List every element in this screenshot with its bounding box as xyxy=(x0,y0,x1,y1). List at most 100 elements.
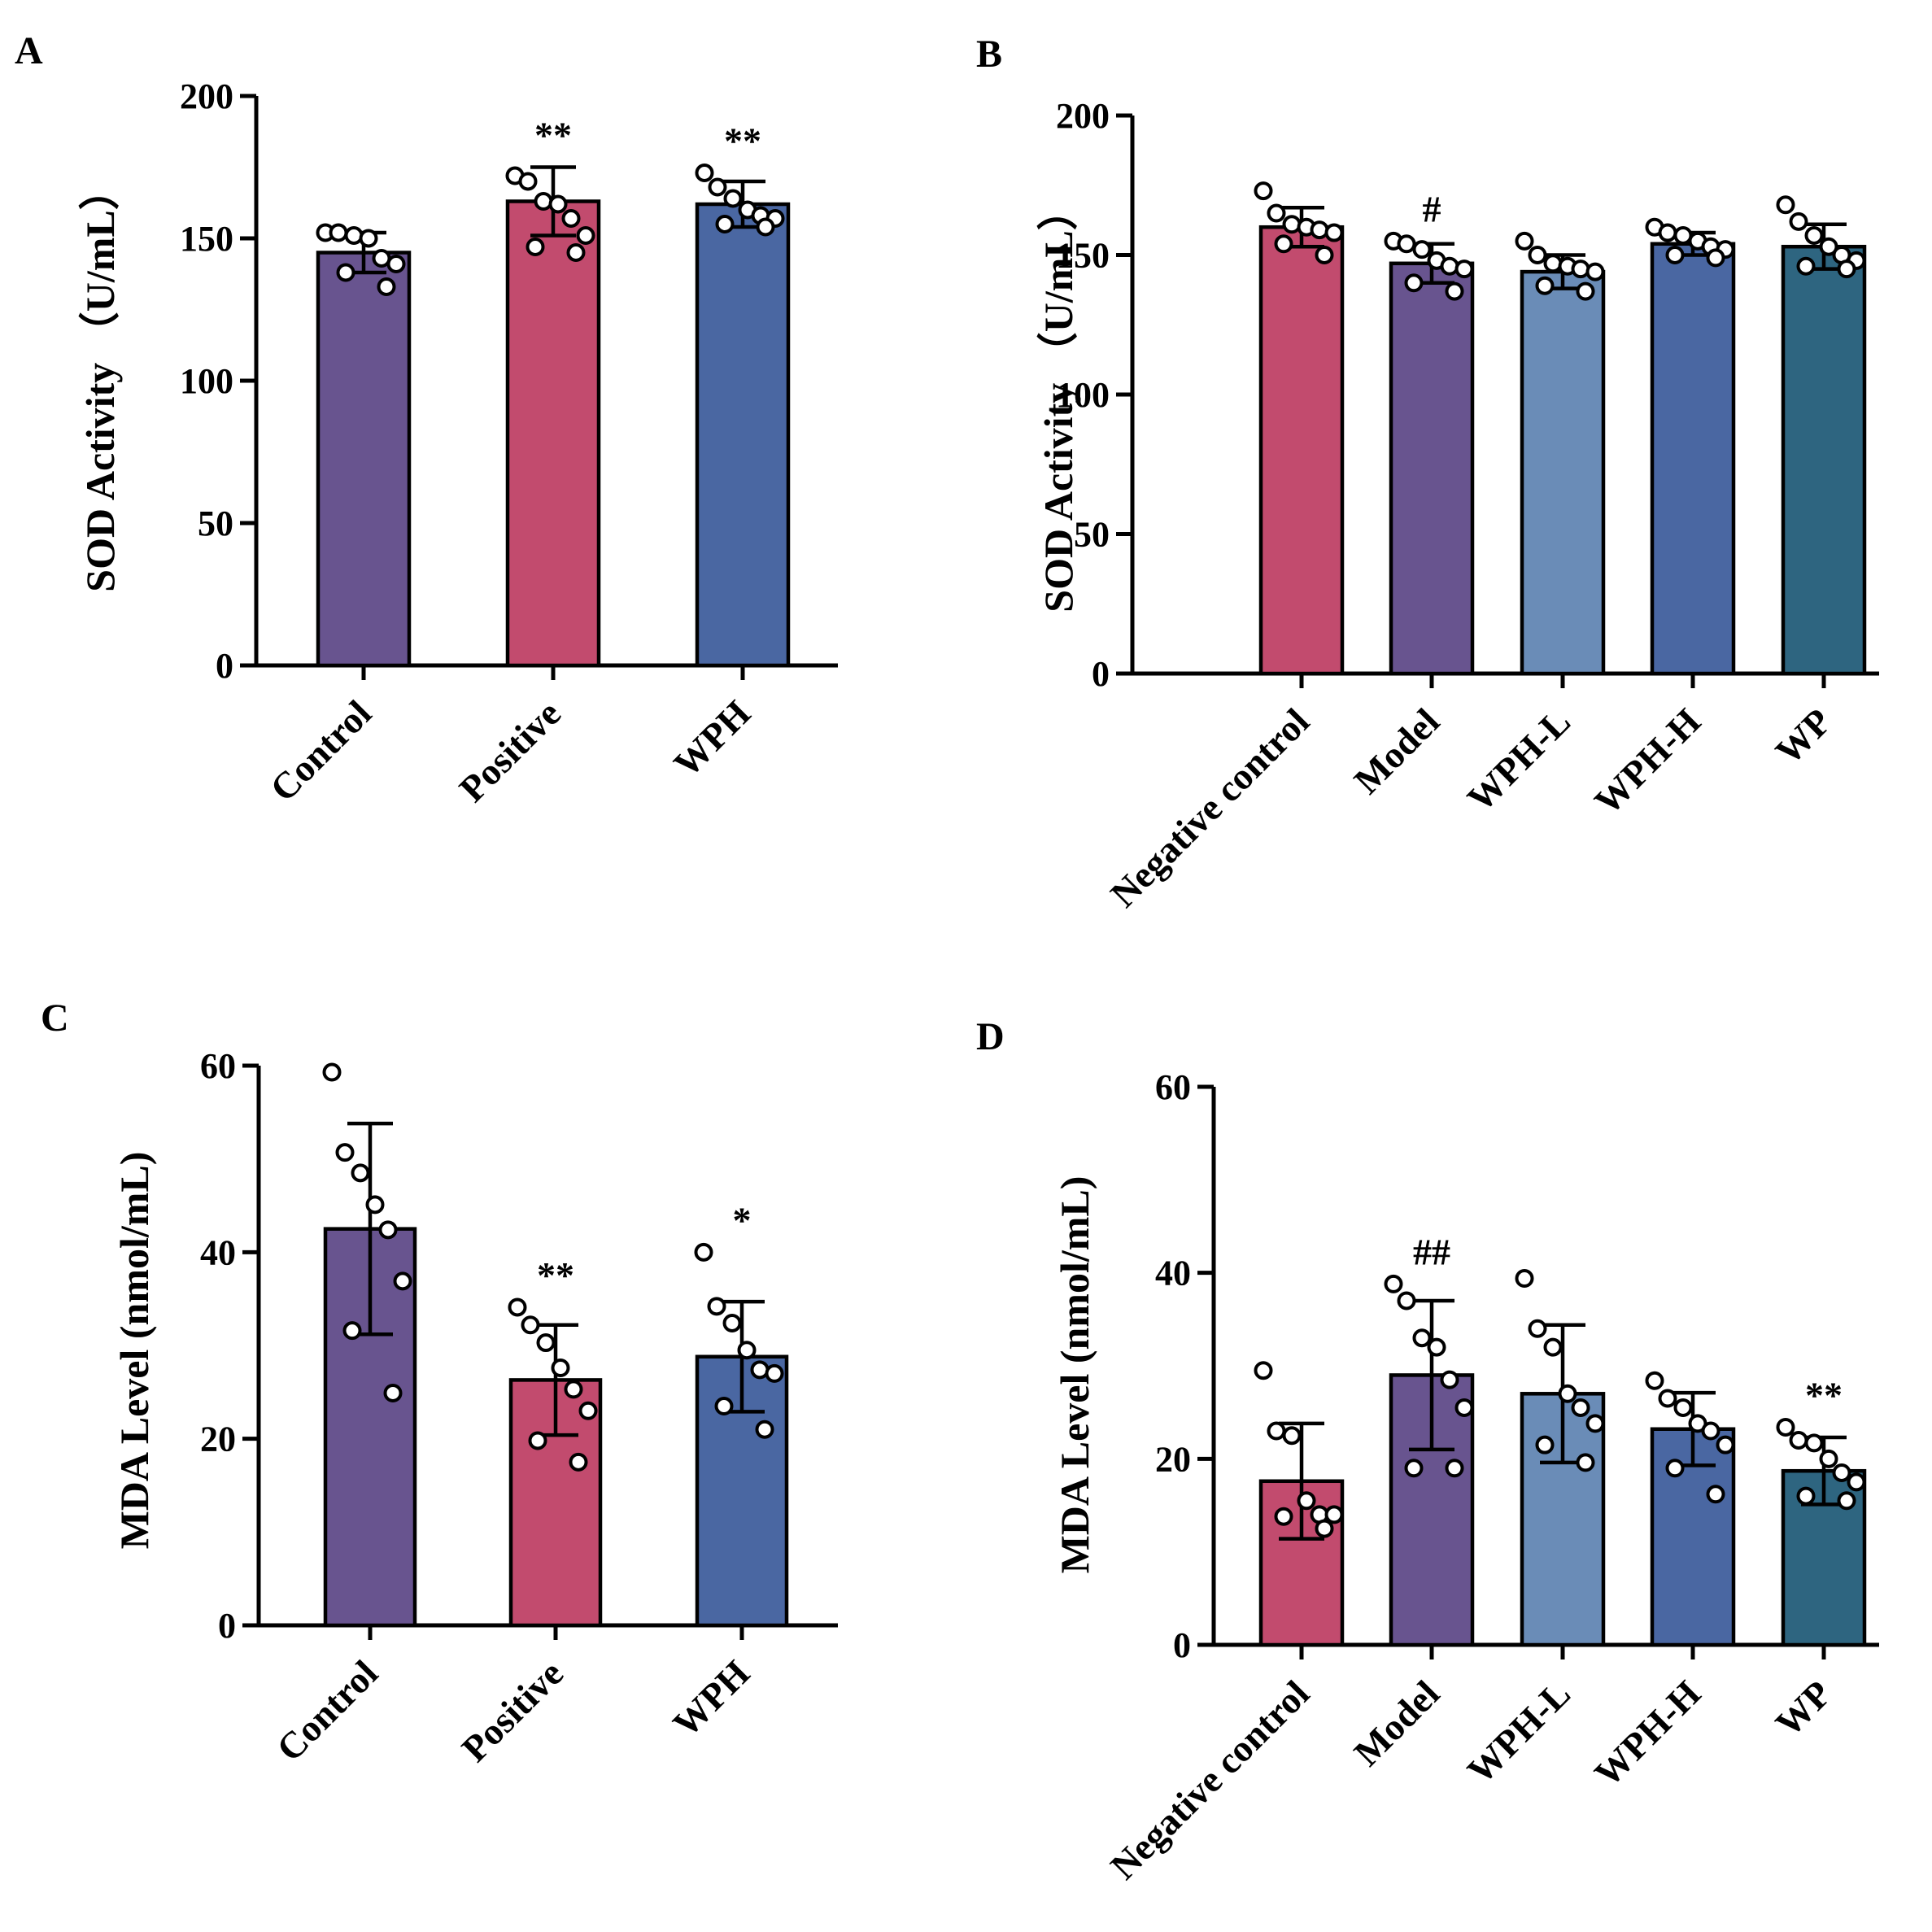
y-tick-label-a: 100 xyxy=(180,361,233,401)
y-tick-label-c: 20 xyxy=(200,1420,236,1459)
data-point-b xyxy=(1267,203,1286,223)
data-point-c xyxy=(564,1380,583,1399)
significance-label-d: ** xyxy=(1805,1374,1843,1415)
y-tick-label-b: 0 xyxy=(1092,654,1110,694)
data-point-b xyxy=(1665,246,1685,264)
data-point-a xyxy=(518,172,538,191)
y-tick-label-b: 50 xyxy=(1074,515,1110,555)
y-axis-title-c: MDA Level (nmol/mL) xyxy=(111,1152,157,1550)
y-tick-label-b: 100 xyxy=(1056,375,1110,415)
data-point-d xyxy=(1658,1389,1677,1408)
y-tick-label-d: 40 xyxy=(1155,1254,1191,1293)
data-point-d xyxy=(1397,1291,1416,1311)
category-label-a: WPH xyxy=(665,692,758,785)
data-point-a xyxy=(548,194,568,214)
data-point-d xyxy=(1804,1433,1824,1453)
data-point-d xyxy=(1282,1426,1302,1446)
data-point-c xyxy=(383,1383,403,1402)
data-point-b xyxy=(1528,246,1547,264)
panel-letter-b: B xyxy=(976,33,1002,76)
category-label-c: WPH xyxy=(665,1652,757,1745)
data-point-d xyxy=(1837,1491,1856,1511)
data-point-b xyxy=(1315,246,1334,264)
data-point-d xyxy=(1535,1435,1555,1454)
category-label-c: Positive xyxy=(454,1652,571,1769)
chart-panel-b: 0 50 100 150 200 SOD Activity （U/mL） Negative … xyxy=(1036,96,1879,915)
category-label-b: WPH-H xyxy=(1586,700,1708,822)
data-point-a xyxy=(377,277,396,296)
bar-a xyxy=(316,251,412,668)
significance-label-c: * xyxy=(733,1199,752,1241)
data-point-b xyxy=(1404,273,1424,293)
data-point-b xyxy=(1796,256,1816,276)
data-point-b xyxy=(1535,276,1555,295)
data-point-a xyxy=(695,164,714,182)
data-point-a xyxy=(756,217,775,237)
data-point-c xyxy=(322,1062,342,1082)
data-point-d xyxy=(1324,1505,1344,1524)
bar-b xyxy=(1520,269,1606,676)
y-tick-label-d: 60 xyxy=(1155,1067,1191,1107)
y-tick-label-a: 0 xyxy=(216,646,233,686)
bar-a xyxy=(505,199,601,668)
data-point-a xyxy=(344,226,364,245)
data-point-b xyxy=(1706,248,1725,268)
data-point-d xyxy=(1528,1319,1547,1338)
data-point-c xyxy=(750,1360,770,1380)
data-point-b xyxy=(1515,231,1534,251)
data-point-d xyxy=(1515,1269,1534,1289)
data-point-c xyxy=(737,1341,757,1360)
data-point-d xyxy=(1297,1491,1316,1511)
category-label-d: Model xyxy=(1345,1673,1447,1774)
data-point-b xyxy=(1282,215,1302,234)
data-point-c xyxy=(536,1333,556,1353)
data-point-c xyxy=(335,1143,355,1162)
data-point-b xyxy=(1324,223,1344,242)
category-label-c: Control xyxy=(268,1652,386,1769)
data-point-d xyxy=(1796,1486,1816,1506)
data-point-d xyxy=(1543,1337,1563,1357)
data-point-b xyxy=(1658,223,1677,242)
panel-letter-c: C xyxy=(41,997,69,1040)
data-point-b xyxy=(1254,181,1273,201)
significance-label-a: ** xyxy=(724,120,761,162)
data-point-c xyxy=(765,1363,784,1383)
data-point-c xyxy=(707,1297,726,1316)
data-point-b xyxy=(1310,220,1329,240)
panel-letter-a: A xyxy=(15,29,43,72)
data-point-a xyxy=(715,215,735,233)
data-point-a xyxy=(336,263,355,282)
bar-b xyxy=(1389,261,1475,676)
data-point-c xyxy=(508,1297,527,1317)
error-bar-d xyxy=(1409,1298,1454,1452)
category-label-b: WPH-L xyxy=(1459,700,1578,819)
data-point-c xyxy=(378,1220,398,1240)
bar-b xyxy=(1781,244,1867,676)
data-point-a xyxy=(576,226,595,245)
data-point-d xyxy=(1701,1421,1720,1441)
y-axis-title-d: MDA Level (nmol/mL) xyxy=(1052,1176,1097,1574)
chart-panel-a: 0 50 100 150 200 SOD Activity （U/mL） Control **… xyxy=(77,76,838,809)
data-point-c xyxy=(714,1397,734,1416)
error-bar-d xyxy=(1279,1421,1324,1541)
y-tick-label-d: 0 xyxy=(1173,1625,1191,1665)
y-tick-label-c: 60 xyxy=(200,1046,236,1086)
data-point-c xyxy=(528,1431,547,1450)
category-label-d: Negative control xyxy=(1102,1673,1317,1887)
category-label-b: Model xyxy=(1345,700,1447,802)
significance-label-a: ** xyxy=(534,115,572,156)
category-label-d: WPH-H xyxy=(1586,1673,1708,1795)
significance-label-b: # xyxy=(1423,188,1441,229)
data-point-b xyxy=(1454,259,1474,279)
y-tick-label-c: 40 xyxy=(200,1232,236,1272)
data-point-c xyxy=(694,1242,713,1262)
y-tick-label-a: 50 xyxy=(198,504,233,543)
bar-b xyxy=(1650,242,1736,676)
data-point-d xyxy=(1819,1449,1838,1468)
data-point-b xyxy=(1776,195,1795,215)
data-point-b xyxy=(1837,259,1856,279)
category-label-d: WPH-L xyxy=(1459,1673,1578,1791)
data-point-a xyxy=(386,255,406,273)
data-point-d xyxy=(1254,1361,1273,1380)
data-point-b xyxy=(1819,237,1838,256)
